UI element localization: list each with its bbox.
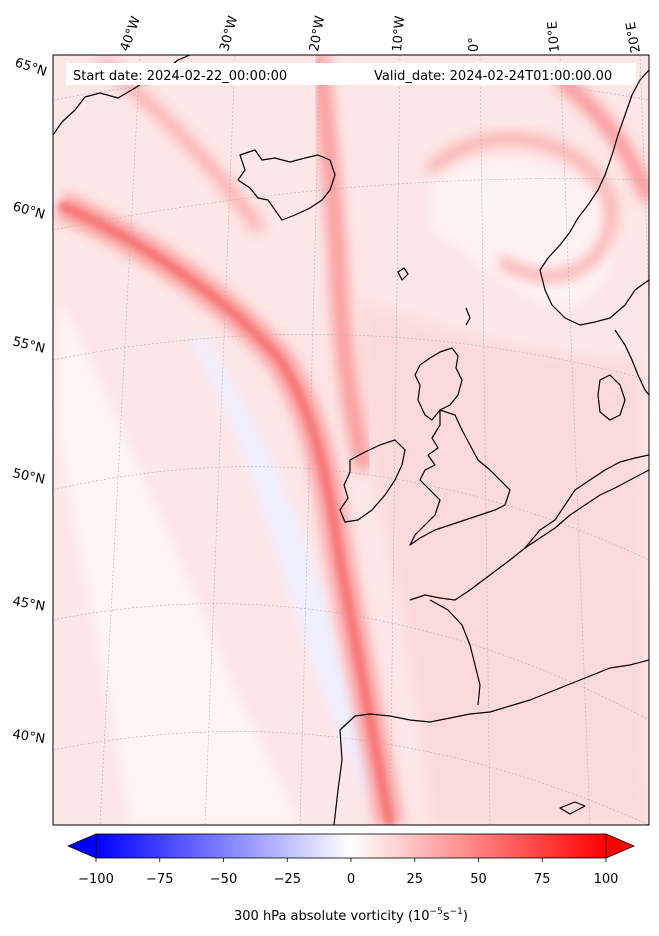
colorbar-tick-label: −50 bbox=[210, 872, 237, 887]
colorbar-tick-label: −75 bbox=[146, 872, 173, 887]
colorbar-tick-label: 25 bbox=[406, 872, 423, 887]
lat-label-55n: 55°N bbox=[11, 334, 46, 356]
vorticity-ne-band bbox=[555, 73, 649, 203]
colorbar-tick-label: 100 bbox=[594, 872, 619, 887]
lon-label-0: 0° bbox=[467, 37, 482, 52]
coast-france bbox=[409, 469, 649, 601]
colorbar-gradient bbox=[95, 833, 607, 859]
lat-label-40n: 40°N bbox=[11, 727, 46, 747]
colorbar-ticks bbox=[95, 858, 607, 862]
colorbar-extend-max bbox=[605, 833, 636, 859]
vorticity-jet-core bbox=[58, 201, 394, 825]
start-date-label: Start date: 2024-02-22_00:00:00 bbox=[73, 69, 287, 84]
colorbar: −100 −75 −50 −25 0 25 50 75 100 300 hPa … bbox=[66, 833, 636, 924]
lon-label-10w: 10°W bbox=[390, 15, 408, 52]
colorbar-tick-label: 0 bbox=[347, 872, 355, 887]
colorbar-tick-label: 50 bbox=[470, 872, 487, 887]
lat-label-50n: 50°N bbox=[11, 466, 46, 487]
vorticity-east-band bbox=[360, 300, 649, 825]
coast-med bbox=[559, 801, 586, 815]
coast-sweden bbox=[614, 329, 649, 396]
lat-label-60n: 60°N bbox=[11, 199, 47, 222]
coast-shetland bbox=[465, 307, 471, 326]
map-panel bbox=[53, 55, 649, 825]
coast-iberia bbox=[339, 659, 649, 731]
coast-scotland bbox=[414, 347, 463, 421]
colorbar-tick-label: −100 bbox=[78, 872, 114, 887]
valid-date-box bbox=[370, 63, 636, 85]
lon-label-20w: 20°W bbox=[307, 15, 328, 53]
lat-label-65n: 65°N bbox=[13, 56, 49, 80]
lon-label-30w: 30°W bbox=[217, 14, 241, 53]
lat-label-45n: 45°N bbox=[11, 594, 46, 614]
coast-portugal bbox=[333, 729, 343, 825]
colorbar-tick-label: −25 bbox=[274, 872, 301, 887]
vorticity-upper-branch bbox=[311, 55, 374, 473]
lon-label-10e: 10°E bbox=[545, 21, 563, 53]
coast-iceland bbox=[237, 149, 336, 221]
vorticity-field bbox=[54, 55, 649, 825]
coast-netherlands bbox=[524, 454, 649, 549]
colorbar-tick-label: 75 bbox=[534, 872, 551, 887]
coast-denmark bbox=[597, 374, 626, 421]
start-date-box bbox=[66, 63, 372, 85]
valid-date-label: Valid_date: 2024-02-24T01:00:00.00 bbox=[374, 69, 612, 84]
map-frame bbox=[52, 54, 650, 826]
vorticity-swirl-ring bbox=[425, 132, 618, 283]
coast-gb bbox=[409, 409, 511, 546]
lon-label-40w: 40°W bbox=[118, 14, 144, 53]
vorticity-light-band bbox=[55, 300, 300, 825]
lon-label-20e: 20°E bbox=[624, 21, 644, 54]
vorticity-negative-band bbox=[190, 330, 380, 800]
longitude-labels: 40°W 30°W 20°W 10°W 0° 10°E 20°E bbox=[118, 14, 644, 54]
coast-norway bbox=[539, 69, 649, 271]
colorbar-tick-labels: −100 −75 −50 −25 0 25 50 75 100 bbox=[78, 872, 618, 887]
coast-faroe bbox=[397, 267, 409, 281]
colorbar-label: 300 hPa absolute vorticity (10−5s−1) bbox=[234, 907, 468, 924]
colorbar-extend-min bbox=[66, 833, 97, 859]
coast-ireland bbox=[339, 439, 406, 523]
coast-biscay bbox=[429, 599, 481, 706]
coast-norway-south bbox=[539, 269, 649, 326]
latitude-labels: 65°N 60°N 55°N 50°N 45°N 40°N bbox=[11, 56, 49, 748]
